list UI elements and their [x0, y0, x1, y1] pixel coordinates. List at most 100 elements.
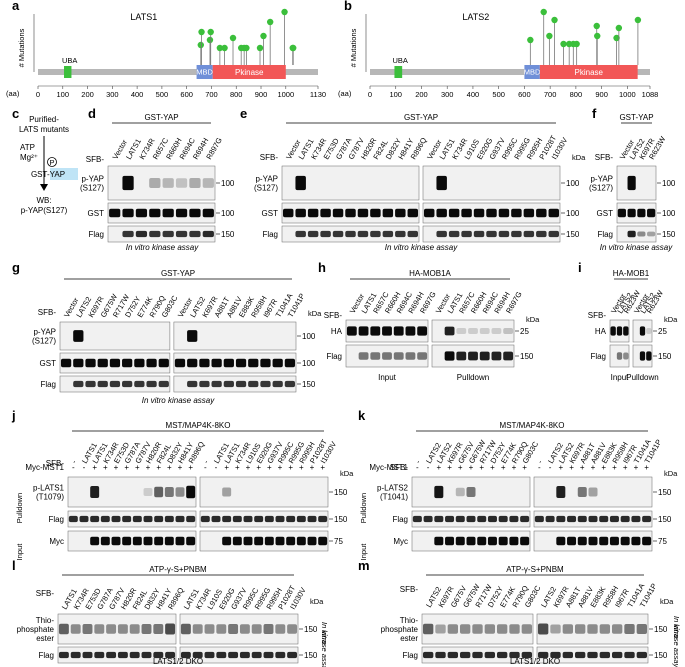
band: [307, 515, 317, 523]
row-label-line-1: Flag: [597, 230, 613, 239]
mutation-point: [560, 40, 567, 48]
band: [68, 515, 78, 523]
band: [122, 515, 132, 523]
band: [509, 651, 520, 659]
band: [58, 623, 69, 635]
myc-sign: -: [204, 463, 207, 472]
band: [473, 208, 485, 218]
panel-b-ylabel: # Mutations: [349, 28, 358, 67]
band: [545, 515, 555, 523]
band: [223, 380, 234, 388]
band: [211, 515, 221, 523]
row-label-line-2: phosphate: [381, 625, 419, 634]
band: [90, 485, 100, 499]
row-label-line-1: p-YAP: [590, 175, 613, 184]
blot-header-g: GST-YAP: [161, 269, 195, 278]
protein-backbone: [38, 69, 318, 75]
kda-marker: 75: [658, 537, 667, 546]
band: [468, 328, 478, 334]
band: [70, 624, 81, 634]
panel-letter-l: l: [12, 558, 16, 573]
myc-sign: +: [479, 463, 484, 472]
band: [211, 380, 222, 388]
band: [100, 515, 110, 523]
band: [192, 651, 203, 659]
band: [417, 352, 428, 360]
row-label-line-1: Flag: [326, 352, 342, 361]
group-label-pulldown: Pulldown: [626, 373, 658, 382]
band: [345, 230, 356, 238]
panel-a-ylabel: # Mutations: [17, 28, 26, 67]
band: [588, 515, 598, 523]
band: [423, 515, 433, 523]
band: [472, 651, 483, 659]
band: [332, 230, 344, 238]
band: [357, 208, 369, 218]
band: [254, 536, 264, 546]
c-purified: Purified-: [29, 115, 59, 124]
band: [556, 485, 566, 499]
myc-sign: +: [103, 463, 108, 472]
band: [346, 326, 357, 336]
myc-sign: +: [634, 463, 639, 472]
band: [382, 352, 392, 360]
band: [358, 326, 369, 336]
band: [609, 536, 619, 546]
band: [473, 230, 485, 238]
band: [135, 208, 148, 218]
band: [134, 380, 145, 388]
sfb-label: SFB-: [595, 153, 614, 162]
band: [111, 515, 121, 523]
kda-marker: 75: [334, 537, 343, 546]
band: [509, 515, 519, 523]
band: [479, 351, 490, 361]
band: [637, 208, 646, 218]
band: [58, 651, 69, 659]
myc-sign: -: [72, 463, 75, 472]
band: [239, 651, 250, 659]
band: [320, 208, 331, 218]
myc-sign: +: [124, 463, 129, 472]
x-axis-unit: (aa): [6, 89, 20, 98]
band: [520, 515, 530, 523]
band: [498, 230, 510, 238]
band: [264, 536, 274, 546]
band: [122, 175, 134, 191]
band: [647, 208, 656, 218]
band: [263, 651, 274, 659]
band: [109, 358, 121, 368]
band: [232, 515, 242, 523]
band: [461, 208, 472, 218]
myc-sign: +: [146, 463, 151, 472]
uba-domain: [394, 66, 403, 78]
row-label-line-3: ester: [36, 634, 54, 643]
band: [239, 624, 250, 634]
band: [90, 536, 100, 546]
row-label-line-1: HA: [595, 327, 607, 336]
band: [85, 380, 96, 388]
row-label-line-1: Flag: [590, 352, 606, 361]
myc-sign: +: [224, 463, 229, 472]
myc-sign: +: [320, 463, 325, 472]
mutation-point: [546, 32, 553, 40]
row-label-line-1: p-YAP: [255, 175, 278, 184]
mutation-point: [290, 44, 297, 52]
band: [90, 515, 100, 523]
band: [455, 515, 465, 523]
band: [456, 351, 467, 361]
x-tick-label: 400: [467, 90, 480, 99]
band: [496, 651, 508, 659]
band: [456, 328, 467, 334]
band: [122, 536, 132, 546]
band: [248, 380, 259, 388]
band: [623, 352, 629, 360]
band: [243, 536, 253, 546]
band: [175, 178, 188, 188]
myc-sign: +: [188, 463, 193, 472]
dko-footer: LATS1/2 DKO: [153, 657, 203, 666]
band: [106, 651, 117, 659]
band: [180, 651, 191, 659]
kda-marker: 150: [221, 230, 235, 239]
mutation-point: [207, 28, 214, 36]
band: [60, 358, 72, 368]
